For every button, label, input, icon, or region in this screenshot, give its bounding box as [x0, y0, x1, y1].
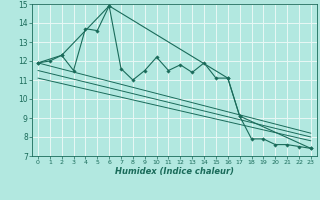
X-axis label: Humidex (Indice chaleur): Humidex (Indice chaleur) [115, 167, 234, 176]
